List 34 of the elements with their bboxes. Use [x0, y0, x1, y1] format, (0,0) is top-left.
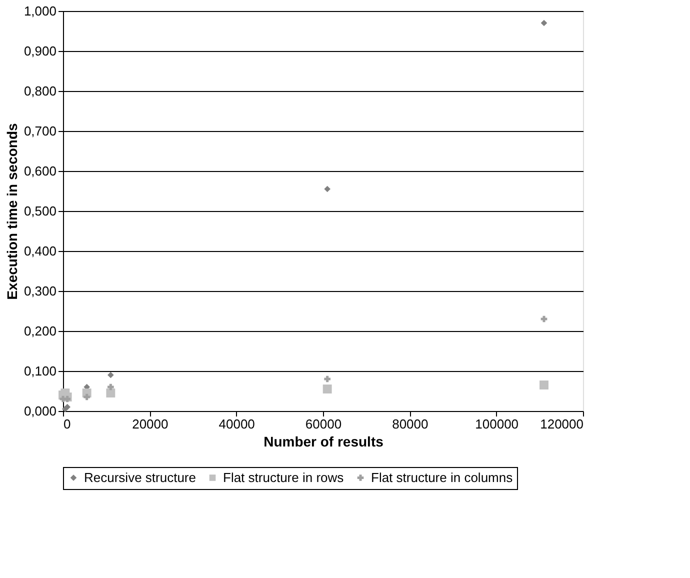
point [324, 186, 330, 192]
x-axis-title: Number of results [264, 434, 384, 450]
y-tick-label: 0,000 [24, 404, 56, 418]
point [540, 316, 548, 322]
point [64, 396, 70, 402]
x-tick-label: 100000 [475, 416, 519, 432]
legend-label: Flat structure in columns [371, 470, 514, 485]
point [108, 384, 114, 390]
point [108, 372, 114, 378]
legend-label: Recursive structure [84, 470, 196, 485]
y-tick-label: 0,400 [24, 244, 56, 258]
y-tick-label: 0,900 [24, 44, 56, 58]
legend-label: Flat structure in rows [223, 470, 344, 485]
y-tick-label: 0,200 [24, 324, 56, 338]
x-tick-label: 0 [64, 416, 71, 432]
x-tick-label: 120000 [540, 416, 584, 432]
y-tick-label: 0,800 [24, 84, 56, 98]
point [540, 20, 548, 26]
point [540, 380, 548, 390]
y-tick-label: 0,700 [24, 124, 56, 138]
y-tick-label: 0,300 [24, 284, 56, 298]
point [84, 394, 90, 400]
y-tick-label: 0,500 [24, 204, 56, 218]
y-tick-label: 0,600 [24, 164, 56, 178]
y-tick-label: 0,100 [24, 364, 56, 378]
x-tick-label: 80000 [392, 416, 428, 432]
x-tick-label: 40000 [218, 416, 255, 432]
point [322, 384, 332, 394]
point [324, 376, 330, 382]
y-axis-title: Execution time in seconds [4, 122, 20, 300]
y-tick-label: 1,000 [24, 4, 56, 18]
x-tick-label: 60000 [305, 416, 342, 432]
point [106, 388, 116, 398]
x-tick-label: 20000 [132, 416, 168, 432]
